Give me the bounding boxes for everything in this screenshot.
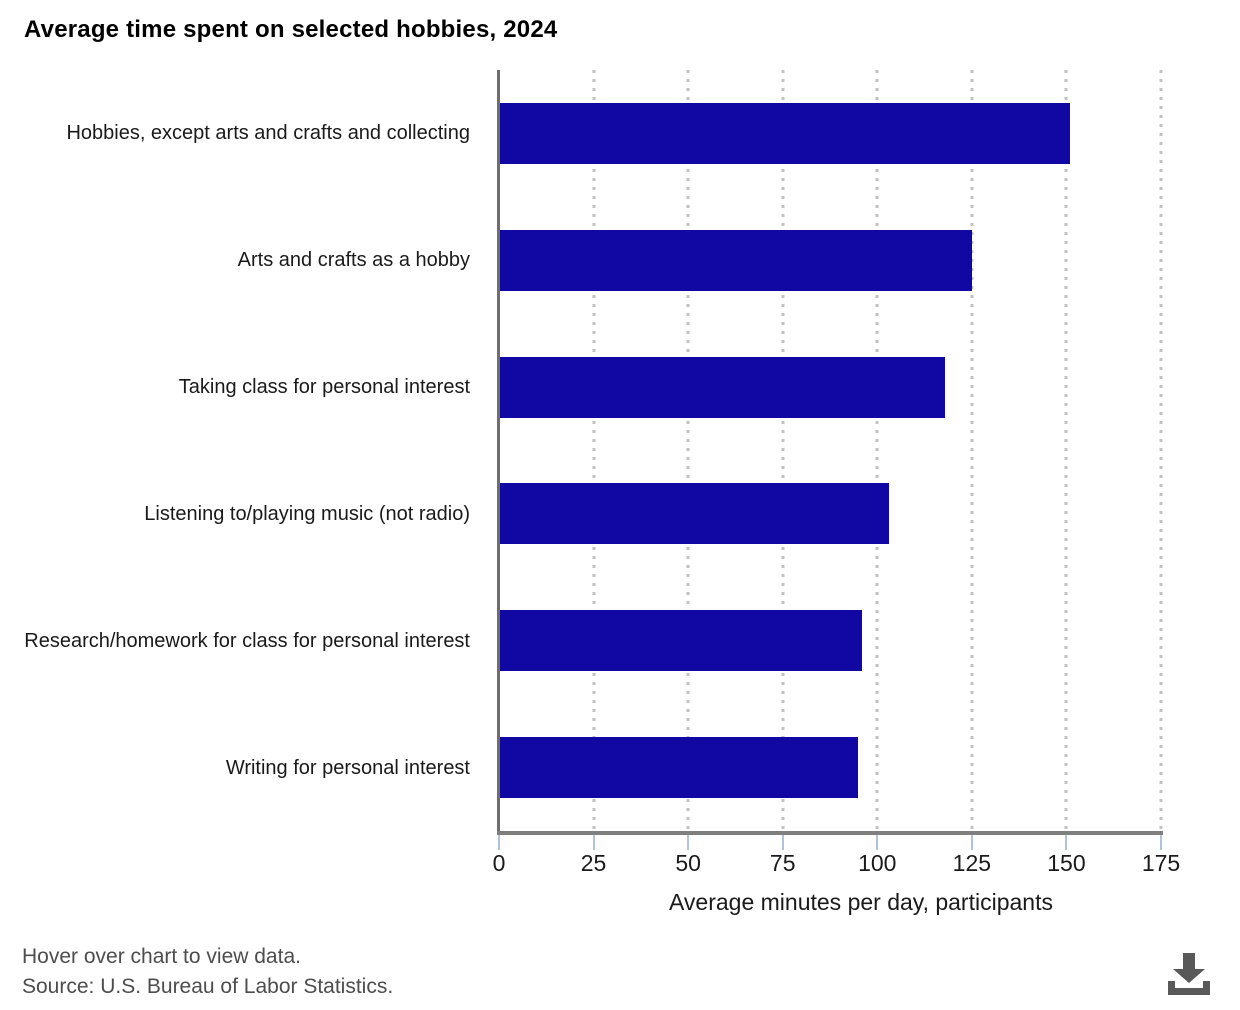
- category-label-1: Hobbies, except arts and crafts and coll…: [66, 122, 470, 145]
- tick-label-175: 175: [1141, 850, 1181, 876]
- bar-1[interactable]: [499, 102, 1071, 164]
- tick-mark-150: [1065, 835, 1068, 850]
- bar-2[interactable]: [499, 229, 972, 291]
- category-labels: Hobbies, except arts and crafts and coll…: [24, 70, 470, 831]
- gridline-x-25: [592, 70, 596, 831]
- category-label-2: Arts and crafts as a hobby: [237, 249, 470, 272]
- bar-4[interactable]: [499, 483, 889, 545]
- tick-mark-0: [498, 835, 500, 850]
- category-label-4: Listening to/playing music (not radio): [144, 502, 470, 525]
- bar-5[interactable]: [499, 610, 863, 672]
- tick-label-50: 50: [675, 850, 701, 876]
- category-label-6: Writing for personal interest: [225, 756, 470, 779]
- gridline-x-75: [781, 70, 785, 831]
- tick-mark-50: [687, 835, 690, 850]
- gridline-x-100: [875, 70, 879, 831]
- tick-mark-100: [876, 835, 879, 850]
- category-label-3: Taking class for personal interest: [178, 376, 470, 399]
- page-title: Average time spent on selected hobbies, …: [24, 16, 558, 43]
- gridline-x-50: [686, 70, 690, 831]
- tick-label-0: 0: [492, 850, 506, 876]
- x-axis-line: [497, 831, 1163, 835]
- y-axis-line: [497, 70, 500, 832]
- plot-area: [499, 70, 1163, 831]
- gridline-x-125: [970, 70, 974, 831]
- tick-mark-175: [1160, 835, 1162, 850]
- x-axis-title: Average minutes per day, participants: [669, 889, 1053, 915]
- tick-mark-125: [970, 835, 973, 850]
- tick-label-125: 125: [952, 850, 992, 876]
- tick-label-75: 75: [769, 850, 796, 876]
- source-note: Source: U.S. Bureau of Labor Statistics.: [22, 975, 394, 999]
- download-icon: [1168, 953, 1210, 995]
- tick-mark-25: [592, 835, 595, 850]
- chart-footer: Hover over chart to view data. Source: U…: [22, 942, 393, 1003]
- gridline-x-150: [1064, 70, 1068, 831]
- hover-note: Hover over chart to view data.: [22, 945, 301, 968]
- tick-label-100: 100: [858, 850, 897, 876]
- download-button[interactable]: [1162, 946, 1218, 1000]
- category-label-5: Research/homework for class for personal…: [24, 629, 470, 652]
- tick-mark-75: [781, 835, 784, 850]
- gridline-x-175: [1159, 70, 1163, 831]
- bar-3[interactable]: [499, 356, 946, 418]
- bar-6[interactable]: [499, 737, 859, 799]
- tick-label-150: 150: [1047, 850, 1086, 876]
- tick-label-25: 25: [580, 850, 607, 876]
